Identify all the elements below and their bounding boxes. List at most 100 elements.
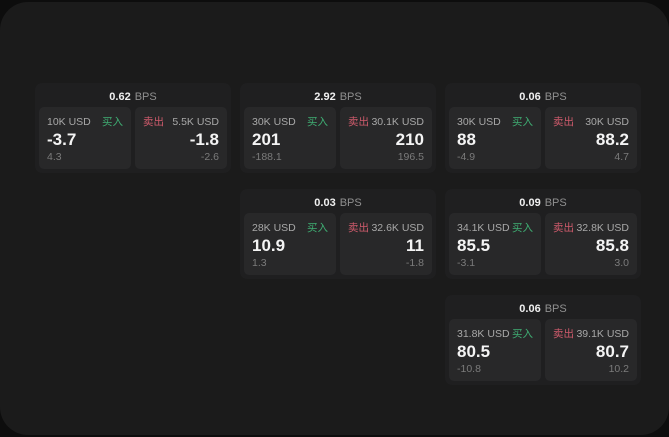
buy-delta: -3.1 — [457, 257, 476, 269]
quote-card: 0.03 BPS 28K USD 买入 10.9 1.3 卖出 32.6K USD… — [240, 189, 436, 279]
buy-side-label: 买入 — [512, 116, 533, 128]
bps-header: 0.09 BPS — [449, 193, 637, 213]
buy-price: 201 — [252, 130, 281, 150]
sell-price: 80.7 — [595, 342, 629, 362]
buy-amount: 10K USD — [47, 116, 91, 128]
bps-unit-label: BPS — [339, 197, 362, 209]
buy-side-label: 买入 — [512, 222, 533, 234]
sell-side-label: 卖出 — [553, 328, 574, 340]
column-3: 0.06 BPS 30K USD 买入 88 -4.9 卖出 30K USD 88… — [445, 83, 641, 385]
bps-value: 0.03 — [314, 197, 336, 209]
bps-unit-label: BPS — [544, 303, 567, 315]
buy-price: 80.5 — [457, 342, 491, 362]
sell-amount: 30K USD — [585, 116, 629, 128]
sell-amount: 32.8K USD — [576, 222, 629, 234]
buy-amount: 28K USD — [252, 222, 296, 234]
buy-amount: 31.8K USD — [457, 328, 510, 340]
buy-panel[interactable]: 30K USD 买入 201 -188.1 — [244, 107, 336, 169]
quote-card: 0.06 BPS 30K USD 买入 88 -4.9 卖出 30K USD 88… — [445, 83, 641, 173]
quote-card: 0.62 BPS 10K USD 买入 -3.7 4.3 卖出 5.5K USD … — [35, 83, 231, 173]
bps-header: 2.92 BPS — [244, 87, 432, 107]
buy-sell-panels: 30K USD 买入 201 -188.1 卖出 30.1K USD 210 1… — [244, 107, 432, 169]
sell-panel-top: 卖出 32.8K USD — [553, 220, 629, 235]
buy-price: 85.5 — [457, 236, 491, 256]
sell-panel[interactable]: 卖出 32.6K USD 11 -1.8 — [340, 213, 432, 275]
buy-sell-panels: 31.8K USD 买入 80.5 -10.8 卖出 39.1K USD 80.… — [449, 319, 637, 381]
sell-delta: -1.8 — [405, 257, 424, 269]
sell-amount: 5.5K USD — [172, 116, 219, 128]
sell-panel[interactable]: 卖出 30.1K USD 210 196.5 — [340, 107, 432, 169]
buy-price: 88 — [457, 130, 476, 150]
bps-value: 0.06 — [519, 303, 541, 315]
buy-panel[interactable]: 34.1K USD 买入 85.5 -3.1 — [449, 213, 541, 275]
buy-price: -3.7 — [47, 130, 77, 150]
sell-panel[interactable]: 卖出 5.5K USD -1.8 -2.6 — [135, 107, 227, 169]
sell-delta: -2.6 — [200, 151, 219, 163]
buy-panel-top: 30K USD 买入 — [252, 114, 328, 129]
quote-card: 0.09 BPS 34.1K USD 买入 85.5 -3.1 卖出 32.8K … — [445, 189, 641, 279]
bps-header: 0.03 BPS — [244, 193, 432, 213]
sell-panel[interactable]: 卖出 32.8K USD 85.8 3.0 — [545, 213, 637, 275]
buy-sell-panels: 10K USD 买入 -3.7 4.3 卖出 5.5K USD -1.8 -2.… — [39, 107, 227, 169]
buy-panel[interactable]: 10K USD 买入 -3.7 4.3 — [39, 107, 131, 169]
buy-sell-panels: 28K USD 买入 10.9 1.3 卖出 32.6K USD 11 -1.8 — [244, 213, 432, 275]
buy-panel[interactable]: 31.8K USD 买入 80.5 -10.8 — [449, 319, 541, 381]
bps-unit-label: BPS — [544, 197, 567, 209]
sell-panel-top: 卖出 30K USD — [553, 114, 629, 129]
sell-panel[interactable]: 卖出 30K USD 88.2 4.7 — [545, 107, 637, 169]
sell-amount: 39.1K USD — [576, 328, 629, 340]
buy-sell-panels: 34.1K USD 买入 85.5 -3.1 卖出 32.8K USD 85.8… — [449, 213, 637, 275]
buy-side-label: 买入 — [307, 222, 328, 234]
bps-header: 0.06 BPS — [449, 87, 637, 107]
buy-panel-top: 10K USD 买入 — [47, 114, 123, 129]
buy-sell-panels: 30K USD 买入 88 -4.9 卖出 30K USD 88.2 4.7 — [449, 107, 637, 169]
sell-panel-top: 卖出 30.1K USD — [348, 114, 424, 129]
buy-panel[interactable]: 28K USD 买入 10.9 1.3 — [244, 213, 336, 275]
buy-amount: 30K USD — [252, 116, 296, 128]
bps-unit-label: BPS — [339, 91, 362, 103]
sell-panel-top: 卖出 5.5K USD — [143, 114, 219, 129]
buy-delta: 4.3 — [47, 151, 62, 163]
sell-price: 11 — [406, 236, 424, 256]
sell-price: -1.8 — [189, 130, 219, 150]
buy-panel[interactable]: 30K USD 买入 88 -4.9 — [449, 107, 541, 169]
bps-value: 0.09 — [519, 197, 541, 209]
bps-header: 0.06 BPS — [449, 299, 637, 319]
bps-value: 2.92 — [314, 91, 336, 103]
bps-unit-label: BPS — [544, 91, 567, 103]
buy-delta: -10.8 — [457, 363, 481, 375]
buy-panel-top: 30K USD 买入 — [457, 114, 533, 129]
sell-panel-top: 卖出 32.6K USD — [348, 220, 424, 235]
sell-side-label: 卖出 — [348, 222, 369, 234]
sell-price: 210 — [395, 130, 424, 150]
buy-side-label: 买入 — [512, 328, 533, 340]
sell-delta: 196.5 — [397, 151, 424, 163]
buy-panel-top: 34.1K USD 买入 — [457, 220, 533, 235]
column-2: 2.92 BPS 30K USD 买入 201 -188.1 卖出 30.1K U… — [240, 83, 436, 385]
buy-side-label: 买入 — [102, 116, 123, 128]
quote-cards-board: 0.62 BPS 10K USD 买入 -3.7 4.3 卖出 5.5K USD … — [35, 83, 641, 385]
buy-price: 10.9 — [252, 236, 286, 256]
quote-card: 0.06 BPS 31.8K USD 买入 80.5 -10.8 卖出 39.1K… — [445, 295, 641, 385]
sell-amount: 30.1K USD — [371, 116, 424, 128]
buy-amount: 30K USD — [457, 116, 501, 128]
sell-side-label: 卖出 — [143, 116, 164, 128]
sell-delta: 4.7 — [614, 151, 629, 163]
buy-delta: -4.9 — [457, 151, 476, 163]
buy-delta: 1.3 — [252, 257, 267, 269]
sell-panel[interactable]: 卖出 39.1K USD 80.7 10.2 — [545, 319, 637, 381]
sell-panel-top: 卖出 39.1K USD — [553, 326, 629, 341]
sell-side-label: 卖出 — [553, 222, 574, 234]
bps-value: 0.06 — [519, 91, 541, 103]
bps-value: 0.62 — [109, 91, 131, 103]
buy-panel-top: 31.8K USD 买入 — [457, 326, 533, 341]
sell-price: 85.8 — [595, 236, 629, 256]
buy-amount: 34.1K USD — [457, 222, 510, 234]
column-1: 0.62 BPS 10K USD 买入 -3.7 4.3 卖出 5.5K USD … — [35, 83, 231, 385]
sell-side-label: 卖出 — [553, 116, 574, 128]
sell-price: 88.2 — [595, 130, 629, 150]
bps-unit-label: BPS — [134, 91, 157, 103]
buy-panel-top: 28K USD 买入 — [252, 220, 328, 235]
sell-amount: 32.6K USD — [371, 222, 424, 234]
